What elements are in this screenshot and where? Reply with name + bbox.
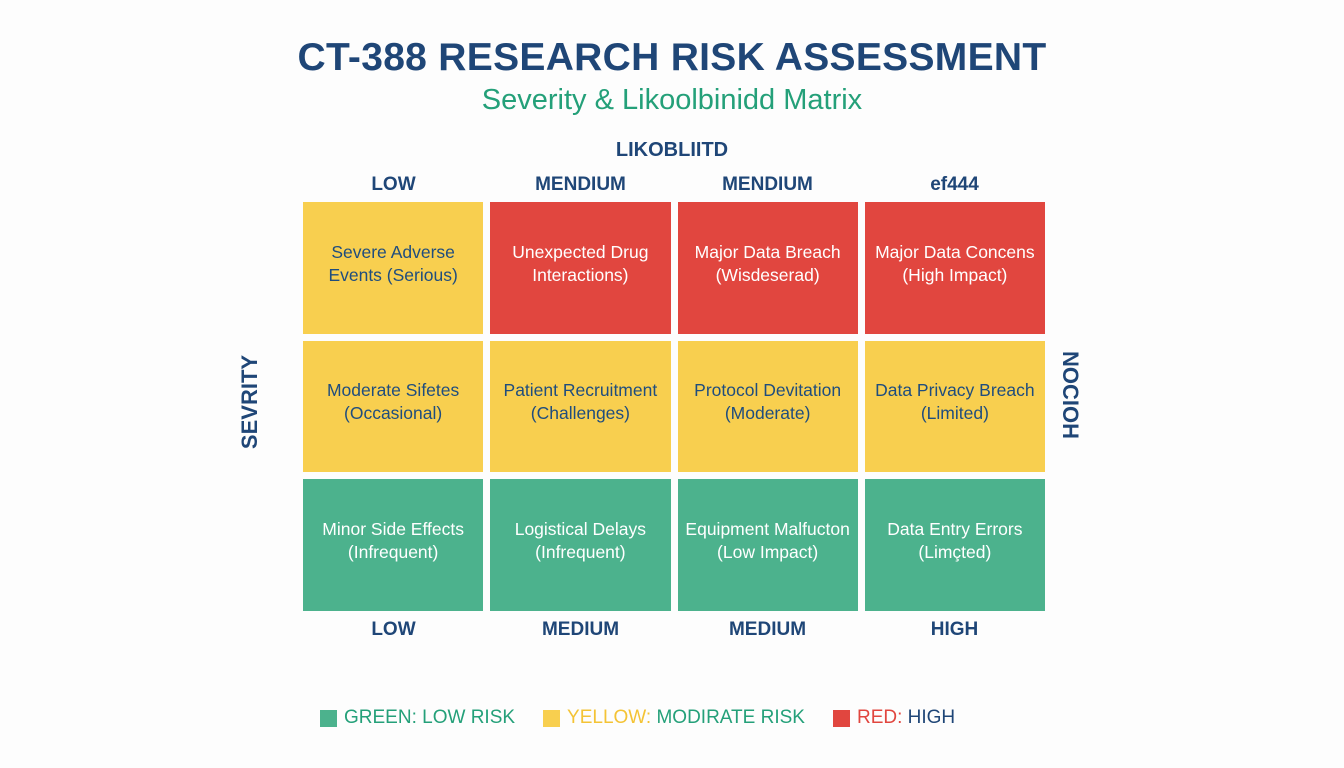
cell-title: Unexpected Drug bbox=[512, 241, 649, 262]
column-label: LOW bbox=[371, 174, 416, 195]
cell-detail: (Infrequent) bbox=[535, 542, 626, 563]
page-title: CT-388 RESEARCH RISK ASSESSMENT bbox=[297, 36, 1047, 79]
cell-title: Data Entry Errors bbox=[887, 519, 1023, 540]
legend-value: HIGH bbox=[907, 707, 956, 728]
cell-title: Patient Recruitment bbox=[503, 380, 658, 401]
cell-title: Protocol Devitation bbox=[694, 380, 842, 401]
column-label: ef444 bbox=[930, 174, 979, 195]
matrix-cell: Equipment Malfucton (Low Impact) bbox=[677, 479, 858, 611]
cell-detail: (Wisdeserad) bbox=[715, 264, 820, 285]
cell-title: Logistical Delays bbox=[514, 519, 647, 540]
likelihood-axis-label: LIKOBLIITD bbox=[615, 139, 729, 161]
legend-item-green: GREEN: LOW RISK bbox=[320, 707, 515, 729]
severity-axis-label: SEVRITY bbox=[237, 354, 262, 450]
legend-value: MODIRATE RISK bbox=[656, 707, 805, 728]
matrix-cell: Unexpected Drug Interactions) bbox=[490, 202, 671, 334]
legend-item-yellow: YELLOW: MODIRATE RISK bbox=[543, 707, 805, 729]
legend-key: GREEN: bbox=[344, 707, 417, 728]
cell-detail: (Infrequent) bbox=[347, 542, 439, 563]
matrix-cell: Protocol Devitation (Moderate) bbox=[677, 340, 858, 473]
yellow-swatch-icon bbox=[543, 709, 561, 727]
legend-item-red: RED: HIGH bbox=[832, 707, 956, 729]
matrix-cell: Severe Adverse Events (Serious) bbox=[303, 202, 484, 334]
legend: GREEN: LOW RISK YELLOW: MODIRATE RISK RE… bbox=[320, 707, 983, 729]
cell-detail: (Low Impact) bbox=[717, 542, 819, 563]
matrix-cell: Major Data Concens (High Impact) bbox=[864, 202, 1045, 334]
column-label: MENDIUM bbox=[535, 174, 626, 195]
risk-matrix: Severe Adverse Events (Serious) Unexpect… bbox=[303, 202, 1045, 611]
cell-detail: (Occasional) bbox=[344, 403, 443, 424]
bottom-column-labels: LOW MEDIUM MEDIUM HIGH bbox=[303, 619, 1045, 641]
column-label: MEDIUM bbox=[728, 619, 807, 640]
cell-title: Equipment Malfucton bbox=[685, 519, 850, 540]
matrix-cell: Data Privacy Breach (Limited) bbox=[864, 340, 1045, 473]
legend-key: YELLOW: bbox=[567, 707, 652, 728]
cell-detail: Interactions) bbox=[532, 264, 629, 285]
top-column-labels: LOW MENDIUM MENDIUM ef444 bbox=[303, 174, 1045, 196]
column-label: MENDIUM bbox=[722, 174, 813, 195]
cell-title: Major Data Breach bbox=[694, 241, 841, 262]
cell-detail: (Limçted) bbox=[918, 542, 992, 563]
cell-title: Data Privacy Breach bbox=[875, 380, 1035, 401]
legend-key: RED: bbox=[856, 707, 903, 728]
matrix-cell: Moderate Sifetes (Occasional) bbox=[303, 340, 484, 473]
column-label: MEDIUM bbox=[541, 619, 620, 640]
matrix-cell: Minor Side Effects (Infrequent) bbox=[303, 479, 484, 611]
matrix-cell: Major Data Breach (Wisdeserad) bbox=[677, 202, 858, 334]
cell-detail: (Limited) bbox=[920, 403, 989, 424]
green-swatch-icon bbox=[320, 709, 337, 727]
cell-detail: (High Impact) bbox=[902, 264, 1008, 285]
matrix-cell: Data Entry Errors (Limçted) bbox=[864, 479, 1045, 611]
cell-detail: Events (Serious) bbox=[328, 264, 458, 285]
cell-title: Minor Side Effects bbox=[322, 519, 464, 540]
cell-title: Major Data Concens bbox=[875, 241, 1035, 262]
cell-detail: (Challenges) bbox=[530, 403, 630, 424]
red-swatch-icon bbox=[832, 709, 850, 727]
matrix-cell: Patient Recruitment (Challenges) bbox=[490, 340, 671, 473]
matrix-cell: Logistical Delays (Infrequent) bbox=[490, 479, 671, 611]
cell-title: Moderate Sifetes bbox=[326, 380, 460, 401]
right-axis-label: NOCIOH bbox=[1058, 351, 1083, 439]
page-subtitle: Severity & Likoolbinidd Matrix bbox=[481, 84, 863, 116]
column-label: HIGH bbox=[930, 619, 979, 640]
column-label: LOW bbox=[371, 619, 416, 640]
cell-title: Severe Adverse bbox=[331, 241, 455, 262]
legend-value: LOW RISK bbox=[422, 707, 516, 728]
cell-detail: (Moderate) bbox=[724, 403, 811, 424]
